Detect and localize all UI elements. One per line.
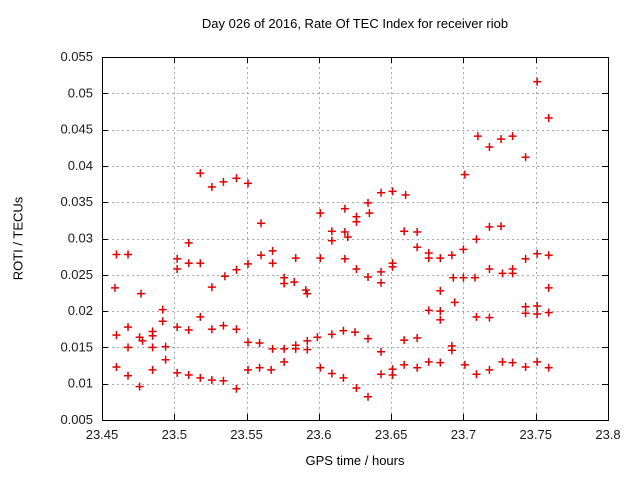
- tick-marks: [102, 57, 609, 421]
- grid-lines: [102, 57, 608, 420]
- x-tick-label: 23.6: [306, 427, 331, 442]
- y-tick-label: 0.05: [68, 85, 93, 100]
- x-tick-label: 23.65: [375, 427, 408, 442]
- y-tick-label: 0.045: [60, 122, 93, 137]
- y-tick-label: 0.055: [60, 49, 93, 64]
- y-tick-label: 0.01: [68, 376, 93, 391]
- x-tick-label: 23.7: [451, 427, 476, 442]
- x-tick-label: 23.75: [519, 427, 552, 442]
- y-tick-label: 0.005: [60, 412, 93, 427]
- y-tick-label: 0.04: [68, 158, 93, 173]
- y-tick-label: 0.02: [68, 303, 93, 318]
- x-tick-label: 23.8: [595, 427, 620, 442]
- chart-title: Day 026 of 2016, Rate Of TEC Index for r…: [201, 16, 509, 31]
- x-axis-label: GPS time / hours: [305, 453, 405, 468]
- series-ROTI: [111, 77, 553, 401]
- x-tick-label: 23.45: [86, 427, 119, 442]
- y-tick-label: 0.03: [68, 231, 93, 246]
- x-tick-label: 23.5: [162, 427, 187, 442]
- y-tick-label: 0.025: [60, 267, 93, 282]
- y-tick-label: 0.015: [60, 339, 93, 354]
- y-tick-label: 0.035: [60, 194, 93, 209]
- x-tick-label: 23.55: [230, 427, 263, 442]
